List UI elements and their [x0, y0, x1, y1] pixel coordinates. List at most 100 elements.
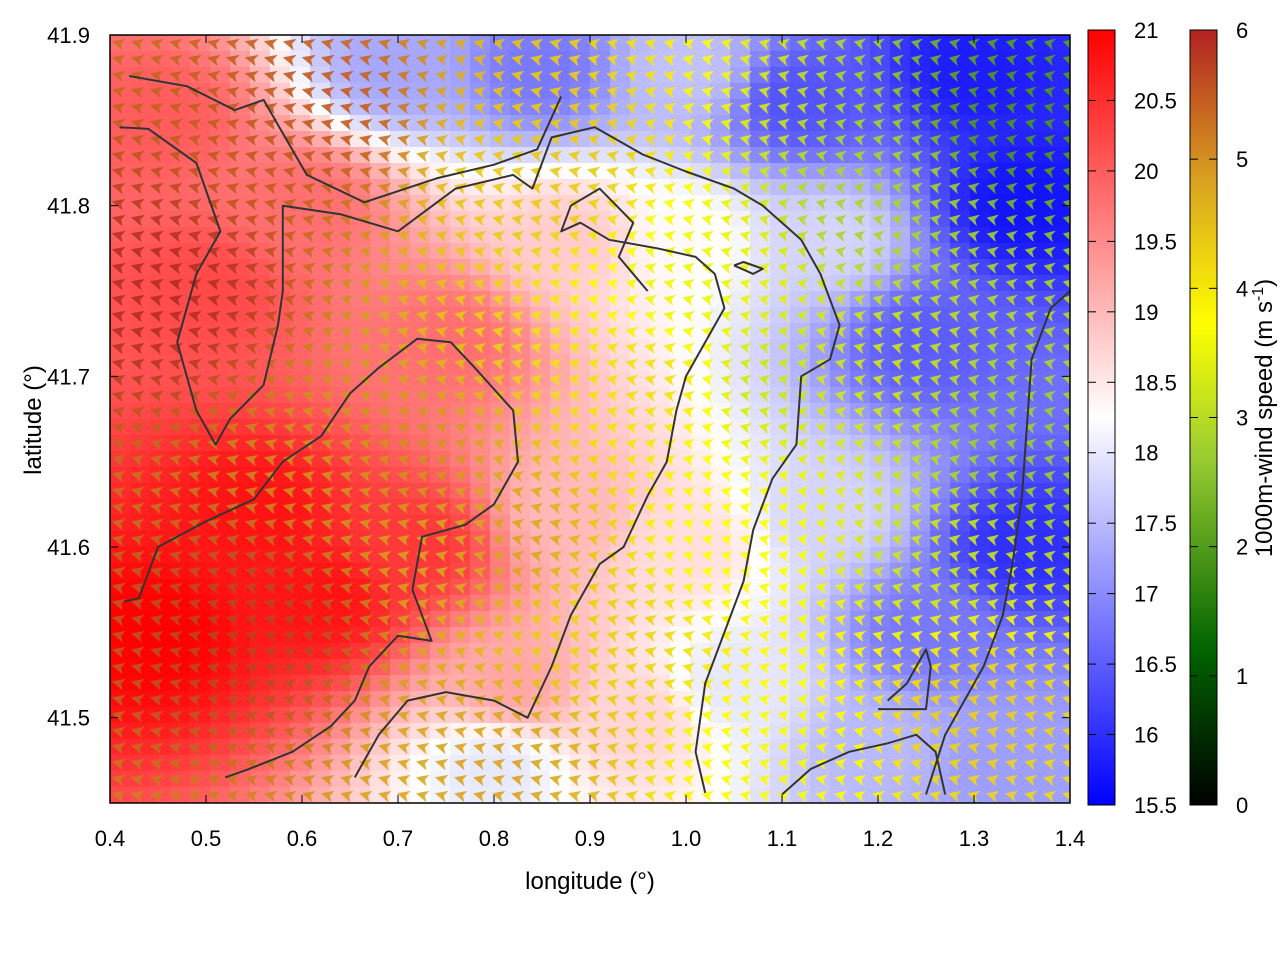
temperature-cell [530, 579, 551, 596]
temperature-cell [250, 67, 271, 84]
temperature-cell [690, 563, 711, 580]
wind-arrow [891, 102, 905, 115]
temperature-cell [550, 227, 571, 244]
wind-arrow [948, 118, 961, 131]
temperature-cell [250, 659, 271, 676]
temperature-cell [730, 339, 751, 356]
wind-arrow [187, 118, 202, 131]
wind-arrow [720, 150, 734, 163]
temperature-cell [690, 195, 711, 212]
wind-arrow [1043, 54, 1056, 67]
temperature-cell [170, 531, 191, 548]
wind-arrow [948, 150, 962, 163]
wind-arrow [929, 118, 943, 131]
temperature-cell [510, 195, 531, 212]
temperature-cell [910, 323, 931, 340]
wind-arrow [739, 86, 753, 99]
temperature-cell [690, 211, 711, 228]
wind-arrow [1005, 150, 1018, 163]
wind-arrow [1043, 86, 1056, 99]
wind-arrow [1024, 38, 1037, 51]
temperature-cell [930, 659, 951, 676]
temperature-cell [150, 547, 171, 564]
wind-arrow [815, 86, 829, 99]
wind-arrow [187, 54, 202, 67]
temperature-cell [1010, 659, 1031, 676]
temperature-cell [650, 595, 671, 612]
temperature-cell [710, 387, 731, 404]
temperature-cell [890, 195, 911, 212]
wind-arrow [492, 166, 506, 179]
temperature-cell [330, 499, 351, 516]
wind-arrow [225, 166, 240, 179]
wind-arrow [1005, 54, 1018, 67]
temperature-cell [690, 723, 711, 740]
wind-arrow [796, 150, 810, 163]
temperature-cell [550, 787, 571, 803]
temperature-cell [350, 659, 371, 676]
temperature-cell [170, 595, 191, 612]
wind-arrow [339, 166, 354, 179]
temperature-cell [890, 131, 911, 148]
temperature-cell [910, 83, 931, 100]
temperature-cell [690, 451, 711, 468]
temperature-cell [1010, 627, 1031, 644]
wind-arrow [454, 118, 468, 131]
temperature-cell [250, 83, 271, 100]
temperature-cell [730, 307, 751, 324]
temperature-cell [890, 643, 911, 660]
temperature-cell [710, 371, 731, 388]
wind-arrow [435, 150, 449, 163]
temperature-cell [910, 691, 931, 708]
temperature-cell [710, 259, 731, 276]
temperature-cell [350, 99, 371, 116]
temperature-cell [910, 355, 931, 372]
temperature-cell [550, 579, 571, 596]
temperature-cell [1030, 595, 1051, 612]
temperature-cell [710, 419, 731, 436]
wind-arrow [1024, 54, 1037, 67]
temperature-cell [170, 771, 191, 788]
temperature-cell [270, 659, 291, 676]
temperature-cell [170, 211, 191, 228]
temperature-cell [890, 355, 911, 372]
temperature-cell [630, 451, 651, 468]
temperature-cell [550, 691, 571, 708]
temperature-cell [710, 611, 731, 628]
x-tick-label: 1.3 [959, 826, 990, 851]
temperature-cell [1010, 243, 1031, 260]
temperature-cell [630, 371, 651, 388]
temperature-cell [250, 403, 271, 420]
wind-arrow [929, 166, 943, 179]
temperature-cell [730, 211, 751, 228]
temperature-cell [330, 771, 351, 788]
colorbar-tick-label: 20.5 [1134, 88, 1177, 113]
wind-arrow [948, 102, 961, 115]
wind-arrow [720, 86, 734, 99]
temperature-cell [910, 259, 931, 276]
temperature-cell [630, 339, 651, 356]
temperature-cell [690, 467, 711, 484]
temperature-cell [630, 35, 651, 52]
temperature-cell [710, 691, 731, 708]
temperature-cell [650, 163, 671, 180]
temperature-cell [710, 403, 731, 420]
wind-arrow [644, 54, 658, 67]
temperature-cell [270, 579, 291, 596]
colorbar-tick-label: 2 [1236, 535, 1248, 560]
temperature-cell [250, 291, 271, 308]
temperature-cell [930, 291, 951, 308]
temperature-cell [150, 499, 171, 516]
temperature-cell [650, 611, 671, 628]
wind-arrow [301, 38, 316, 51]
temperature-cell [730, 515, 751, 532]
temperature-cell [350, 739, 371, 756]
temperature-cell [650, 435, 671, 452]
wind-arrow [796, 70, 810, 83]
temperature-cell [550, 179, 571, 196]
temperature-cell [170, 67, 191, 84]
temperature-cell [730, 451, 751, 468]
temperature-cell [910, 643, 931, 660]
temperature-cell [910, 371, 931, 388]
temperature-cell [630, 467, 651, 484]
